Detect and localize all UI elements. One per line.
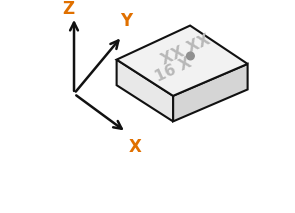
Polygon shape bbox=[117, 26, 248, 96]
Polygon shape bbox=[173, 64, 248, 121]
Text: Y: Y bbox=[120, 12, 132, 30]
Text: X: X bbox=[128, 138, 141, 156]
Polygon shape bbox=[117, 60, 173, 121]
Text: Z: Z bbox=[63, 0, 75, 17]
Circle shape bbox=[186, 52, 194, 60]
Text: 16 X: 16 X bbox=[153, 55, 194, 85]
Text: XX XX: XX XX bbox=[159, 32, 213, 67]
